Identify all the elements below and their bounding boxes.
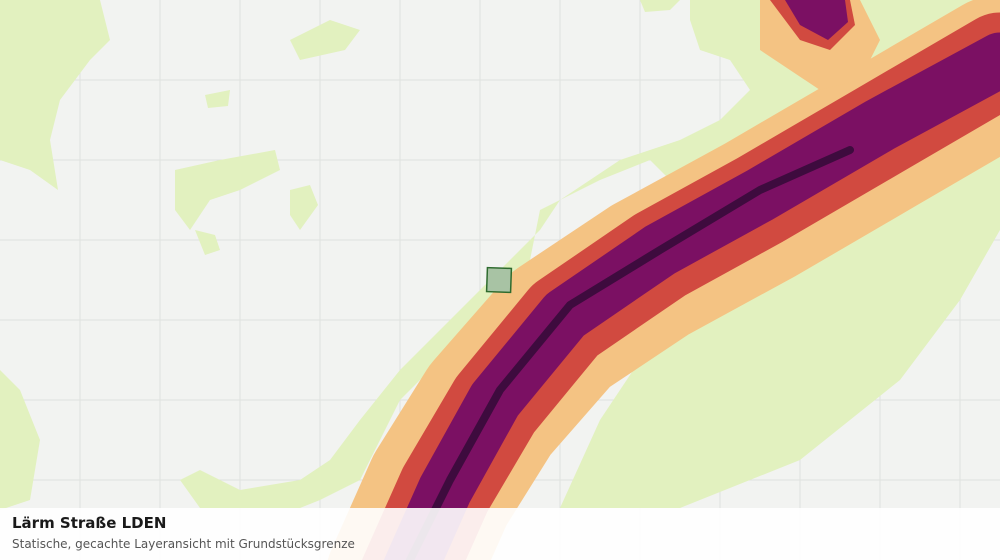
layer-subtitle: Statische, gecachte Layeransicht mit Gru… xyxy=(12,537,355,551)
road-noise-bands xyxy=(327,0,1000,560)
parcel-boundary[interactable] xyxy=(485,266,513,294)
noise-level-65 xyxy=(785,0,848,40)
layer-title: Lärm Straße LDEN xyxy=(12,514,166,532)
legend-panel xyxy=(0,508,1000,560)
noise-level-70 xyxy=(406,146,854,560)
